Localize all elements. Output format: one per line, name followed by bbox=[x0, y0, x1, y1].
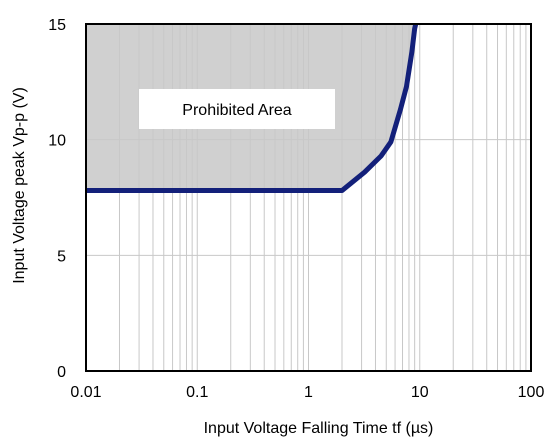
y-tick-label: 10 bbox=[48, 133, 66, 150]
y-axis-title: Input Voltage peak Vp-p (V) bbox=[11, 87, 28, 284]
plot-frame bbox=[85, 23, 532, 372]
prohibited-area-label-box: Prohibited Area bbox=[139, 89, 335, 129]
x-tick-label: 1 bbox=[304, 384, 313, 401]
x-tick-label: 0.01 bbox=[70, 384, 101, 401]
x-tick-label: 100 bbox=[518, 384, 545, 401]
x-tick-labels: 0.01 0.1 1 10 100 bbox=[70, 384, 544, 401]
y-tick-label: 5 bbox=[57, 248, 66, 265]
x-tick-label: 10 bbox=[411, 384, 429, 401]
series-line bbox=[86, 23, 419, 194]
prohibited-area-label: Prohibited Area bbox=[182, 102, 292, 119]
y-tick-label: 0 bbox=[57, 364, 66, 381]
y-tick-labels: 0 5 10 15 bbox=[48, 17, 66, 381]
y-tick-label: 15 bbox=[48, 17, 66, 34]
x-tick-label: 0.1 bbox=[186, 384, 208, 401]
x-axis-title: Input Voltage Falling Time tf (µs) bbox=[204, 420, 434, 437]
